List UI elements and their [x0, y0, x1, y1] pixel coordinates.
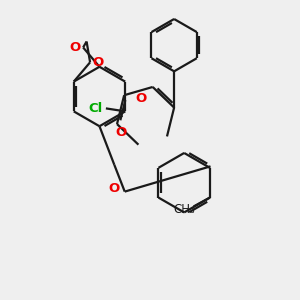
Text: Cl: Cl: [88, 102, 103, 115]
Text: O: O: [109, 182, 120, 195]
Text: O: O: [116, 126, 127, 139]
Text: O: O: [69, 41, 80, 54]
Text: O: O: [93, 56, 104, 69]
Text: O: O: [135, 92, 146, 105]
Text: CH₃: CH₃: [174, 203, 196, 216]
